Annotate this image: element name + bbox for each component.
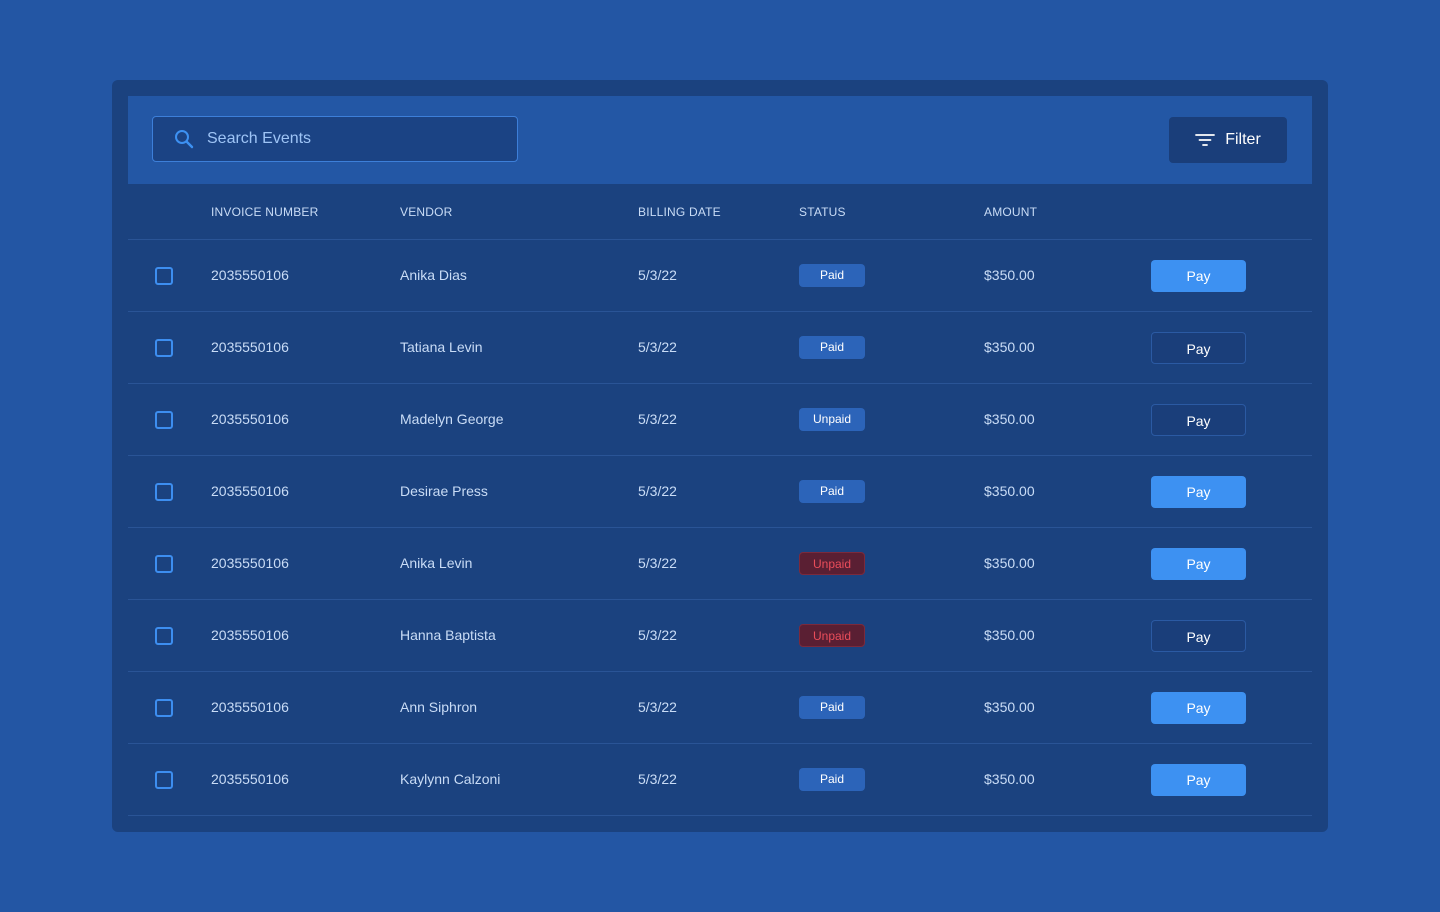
billing-date: 5/3/22 [638,555,677,571]
billing-date: 5/3/22 [638,411,677,427]
amount: $350.00 [984,699,1035,715]
status-badge: Paid [799,480,865,503]
vendor-name: Madelyn George [400,411,504,427]
search-box[interactable] [152,116,518,162]
amount: $350.00 [984,339,1035,355]
table-row: 2035550106 Kaylynn Calzoni 5/3/22 Paid $350.… [128,744,1312,816]
vendor-name: Hanna Baptista [400,627,496,643]
invoice-card: Filter INVOICE NUMBER VENDOR BILLING DAT… [112,80,1328,832]
column-header-billing-date: BILLING DATE [638,205,721,219]
pay-button[interactable]: Pay [1151,764,1246,796]
column-header-status: STATUS [799,205,846,219]
invoice-table: INVOICE NUMBER VENDOR BILLING DATE STATU… [128,184,1312,816]
amount: $350.00 [984,771,1035,787]
vendor-name: Kaylynn Calzoni [400,771,501,787]
column-header-vendor: VENDOR [400,205,453,219]
table-row: 2035550106 Anika Dias 5/3/22 Paid $350.00 Pay [128,240,1312,312]
invoice-number: 2035550106 [211,483,289,499]
pay-button[interactable]: Pay [1151,692,1246,724]
row-checkbox[interactable] [155,699,173,717]
column-header-invoice-number: INVOICE NUMBER [211,205,319,219]
status-badge: Paid [799,264,865,287]
invoice-number: 2035550106 [211,699,289,715]
column-header-amount: AMOUNT [984,205,1038,219]
filter-button[interactable]: Filter [1169,117,1287,163]
amount: $350.00 [984,483,1035,499]
pay-button[interactable]: Pay [1151,620,1246,652]
billing-date: 5/3/22 [638,483,677,499]
invoice-number: 2035550106 [211,627,289,643]
billing-date: 5/3/22 [638,699,677,715]
table-row: 2035550106 Desirae Press 5/3/22 Paid $350.00… [128,456,1312,528]
invoice-number: 2035550106 [211,555,289,571]
amount: $350.00 [984,267,1035,283]
table-row: 2035550106 Hanna Baptista 5/3/22 Unpaid $350… [128,600,1312,672]
table-row: 2035550106 Anika Levin 5/3/22 Unpaid $350.00… [128,528,1312,600]
status-badge: Paid [799,768,865,791]
status-badge: Unpaid [799,408,865,431]
amount: $350.00 [984,555,1035,571]
invoice-number: 2035550106 [211,411,289,427]
pay-button[interactable]: Pay [1151,548,1246,580]
row-checkbox[interactable] [155,339,173,357]
vendor-name: Anika Dias [400,267,467,283]
table-header: INVOICE NUMBER VENDOR BILLING DATE STATU… [128,184,1312,240]
status-badge: Unpaid [799,624,865,647]
invoice-number: 2035550106 [211,339,289,355]
row-checkbox[interactable] [155,555,173,573]
status-badge: Paid [799,696,865,719]
pay-button[interactable]: Pay [1151,332,1246,364]
filter-button-label: Filter [1225,131,1261,148]
billing-date: 5/3/22 [638,627,677,643]
search-icon [173,128,195,150]
row-checkbox[interactable] [155,627,173,645]
table-row: 2035550106 Ann Siphron 5/3/22 Paid $350.00 Pa… [128,672,1312,744]
toolbar: Filter [128,96,1312,184]
amount: $350.00 [984,411,1035,427]
invoice-number: 2035550106 [211,771,289,787]
table-row: 2035550106 Tatiana Levin 5/3/22 Paid $350.00… [128,312,1312,384]
invoice-number: 2035550106 [211,267,289,283]
row-checkbox[interactable] [155,771,173,789]
vendor-name: Ann Siphron [400,699,478,715]
vendor-name: Anika Levin [400,555,473,571]
vendor-name: Desirae Press [400,483,488,499]
amount: $350.00 [984,627,1035,643]
row-checkbox[interactable] [155,411,173,429]
billing-date: 5/3/22 [638,267,677,283]
pay-button[interactable]: Pay [1151,476,1246,508]
table-row: 2035550106 Madelyn George 5/3/22 Unpaid $350… [128,384,1312,456]
filter-icon [1195,133,1216,147]
vendor-name: Tatiana Levin [400,339,483,355]
row-checkbox[interactable] [155,483,173,501]
billing-date: 5/3/22 [638,771,677,787]
pay-button[interactable]: Pay [1151,404,1246,436]
status-badge: Unpaid [799,552,865,575]
search-input[interactable] [207,130,507,148]
pay-button[interactable]: Pay [1151,260,1246,292]
billing-date: 5/3/22 [638,339,677,355]
status-badge: Paid [799,336,865,359]
table-body: 2035550106 Anika Dias 5/3/22 Paid $350.00 Pay… [128,240,1312,816]
row-checkbox[interactable] [155,267,173,285]
